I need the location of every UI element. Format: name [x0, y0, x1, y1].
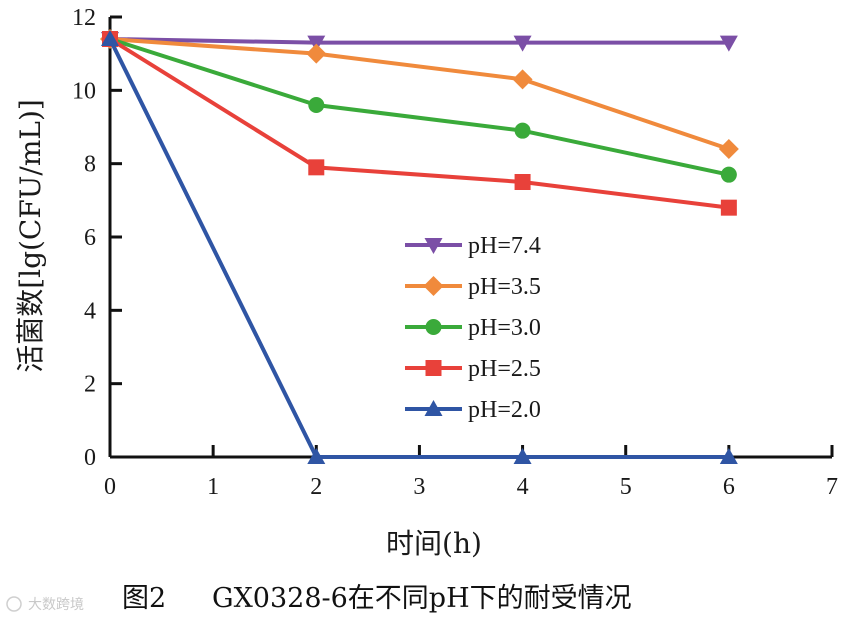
data-point: [719, 448, 738, 464]
legend-label: pH=3.5: [468, 274, 541, 300]
series-pH=3.0: [102, 31, 737, 183]
caption-label: 图2: [122, 583, 166, 614]
legend-marker: [425, 319, 442, 335]
watermark-logo-icon: [6, 596, 22, 612]
data-point: [307, 448, 326, 464]
y-axis-title: 活菌数[lg(CFU/mL)]: [14, 99, 47, 373]
y-tick-label: 6: [84, 225, 96, 251]
legend-item: pH=7.4: [405, 233, 541, 259]
legend-item: pH=3.0: [405, 315, 541, 341]
x-tick-label: 6: [723, 474, 735, 500]
data-point: [308, 97, 325, 113]
watermark: 大数跨境: [6, 596, 84, 613]
plot-series: [100, 29, 739, 464]
series-line: [108, 38, 729, 459]
caption-text: GX0328-6在不同pH下的耐受情况: [212, 583, 632, 614]
x-tick-label: 5: [620, 474, 632, 500]
legend-marker: [425, 360, 442, 376]
series-pH=2.0: [101, 30, 738, 464]
series-pH=7.4: [101, 32, 738, 52]
legend-item: pH=2.0: [405, 397, 541, 423]
legend-label: pH=7.4: [468, 233, 541, 259]
x-tick-label: 4: [517, 474, 529, 500]
legend-marker: [424, 400, 443, 416]
legend-marker: [424, 238, 443, 254]
x-tick-label: 1: [207, 474, 219, 500]
data-point: [513, 448, 532, 464]
y-tick-label: 2: [84, 372, 96, 398]
legend: pH=7.4 pH=3.5 pH=3.0 pH=2.5 pH=2.0: [405, 233, 541, 423]
data-point: [513, 35, 532, 52]
data-point: [512, 69, 533, 90]
series-line: [109, 37, 730, 151]
y-tick-label: 12: [72, 5, 96, 31]
data-point: [719, 35, 738, 52]
x-tick-label: 0: [104, 474, 116, 500]
legend-item: pH=2.5: [405, 356, 541, 382]
x-tick-label: 7: [826, 474, 838, 500]
x-axis-ticks: 0 1 2 3 4 5 6 7: [104, 445, 838, 500]
series-line: [108, 37, 730, 210]
data-point: [306, 43, 327, 64]
data-point: [514, 122, 531, 139]
data-point: [308, 159, 325, 176]
y-tick-label: 0: [84, 445, 96, 471]
y-axis-ticks: 0 2 4 6 8 10 12: [72, 5, 122, 471]
legend-label: pH=3.0: [468, 315, 541, 341]
x-axis-title: 时间(h): [386, 527, 482, 560]
y-tick-label: 10: [72, 78, 96, 104]
legend-label: pH=2.5: [468, 356, 541, 382]
data-point: [720, 166, 737, 183]
watermark-text: 大数跨境: [28, 597, 84, 613]
legend-item: pH=3.5: [405, 274, 541, 300]
data-point: [514, 174, 531, 190]
data-point: [720, 199, 737, 216]
series-pH=2.5: [102, 31, 737, 216]
data-point: [101, 30, 119, 46]
legend-label: pH=2.0: [468, 397, 541, 423]
legend-marker: [423, 276, 444, 296]
x-tick-label: 2: [310, 474, 322, 500]
y-tick-label: 4: [84, 298, 96, 324]
x-tick-label: 3: [413, 474, 425, 500]
series-line: [109, 37, 729, 45]
data-point: [718, 139, 739, 159]
y-tick-label: 8: [84, 152, 96, 178]
series-line: [109, 37, 730, 177]
